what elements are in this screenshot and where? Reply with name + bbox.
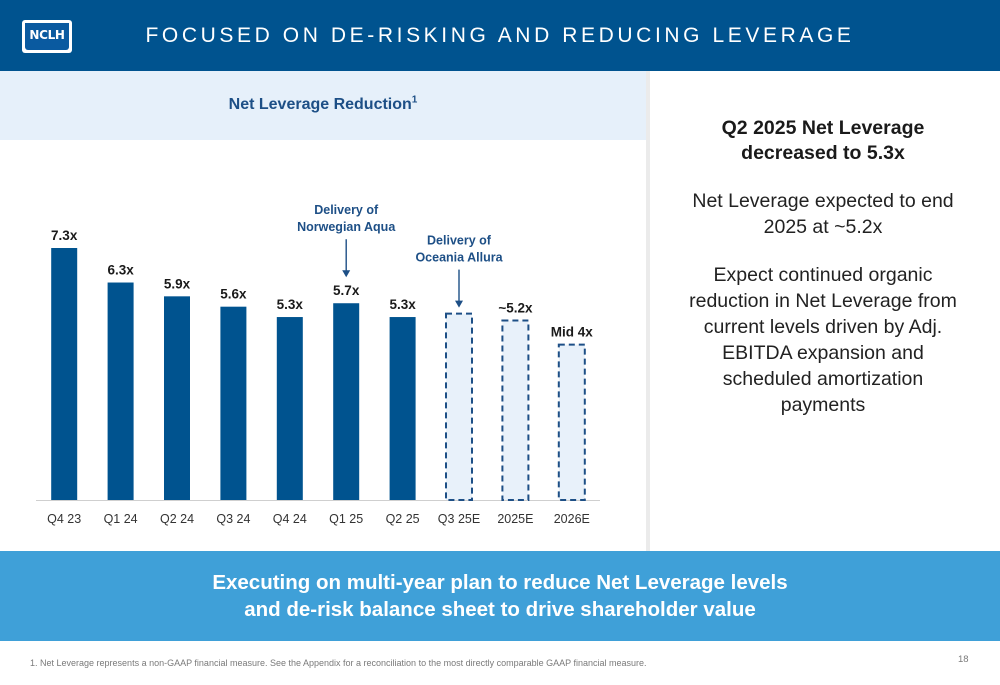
chart-title-band bbox=[0, 71, 646, 140]
x-tick-label: Q4 23 bbox=[47, 512, 81, 526]
banner-line-1: Executing on multi-year plan to reduce N… bbox=[212, 571, 788, 594]
bar-2025e bbox=[501, 319, 530, 501]
bar-2026e bbox=[557, 343, 586, 501]
logo-wave-shape bbox=[25, 47, 69, 50]
annotation-text-2: Oceania Allura bbox=[415, 251, 503, 265]
annotation-text-2: Delivery of bbox=[427, 234, 492, 248]
banner-line-2: and de-risk balance sheet to drive share… bbox=[244, 598, 756, 621]
annotation-text-1: Delivery of bbox=[314, 203, 379, 217]
bar-q3-24 bbox=[220, 306, 247, 500]
bar-q2-24 bbox=[164, 296, 190, 500]
data-label: Mid 4x bbox=[551, 325, 594, 340]
annotation-text-1: Norwegian Aqua bbox=[297, 220, 396, 234]
footnote: 1. Net Leverage represents a non-GAAP fi… bbox=[30, 658, 647, 668]
right-panel-point-2: Expect continued organic reduction in Ne… bbox=[689, 264, 957, 416]
data-label: 6.3x bbox=[107, 263, 134, 278]
data-label: 5.7x bbox=[333, 283, 360, 298]
data-label: 5.6x bbox=[220, 287, 247, 302]
annotation-arrowhead-2 bbox=[455, 300, 463, 308]
right-panel-headline: Q2 2025 Net Leverage decreased to 5.3x bbox=[721, 117, 925, 164]
bar-q1-25 bbox=[333, 303, 360, 500]
data-label: 7.3x bbox=[51, 228, 78, 243]
x-tick-label: 2026E bbox=[554, 512, 590, 526]
x-tick-label: Q3 24 bbox=[216, 512, 250, 526]
x-tick-label: Q4 24 bbox=[273, 512, 307, 526]
chart-title-footnote-marker: 1 bbox=[411, 94, 418, 106]
page-number: 18 bbox=[958, 654, 969, 665]
header-bar: NCLH FOCUSED ON DE-RISKING AND REDUCING … bbox=[0, 0, 1000, 71]
vertical-divider bbox=[646, 71, 650, 551]
takeaway-banner bbox=[0, 551, 1000, 641]
x-tick-label: Q2 25 bbox=[386, 512, 420, 526]
bar-q4-23 bbox=[51, 248, 78, 500]
net-leverage-bar-chart: 7.3x Q4 23 6.3x Q1 24 5.9x Q2 24 5.6x Q3 24 5.3x… bbox=[36, 203, 600, 526]
chart-title-text: Net Leverage Reduction bbox=[228, 96, 412, 113]
x-tick-label: Q3 25E bbox=[438, 512, 480, 526]
banner-text: Executing on multi-year plan to reduce N… bbox=[0, 569, 1000, 623]
bar-q1-24 bbox=[107, 282, 134, 500]
data-label: 5.3x bbox=[277, 297, 304, 312]
x-tick-label: Q2 24 bbox=[160, 512, 194, 526]
logo-text: NCLH bbox=[25, 23, 69, 47]
x-tick-label: Q1 25 bbox=[329, 512, 363, 526]
data-label: ~5.2x bbox=[498, 300, 533, 315]
x-tick-label: 2025E bbox=[497, 512, 533, 526]
bar-q2-25 bbox=[389, 317, 416, 500]
data-label: 5.9x bbox=[164, 276, 191, 291]
right-panel-point-1: Net Leverage expected to end 2025 at ~5.… bbox=[692, 190, 954, 238]
bar-q3-25e bbox=[445, 312, 473, 501]
bar-q4-24 bbox=[276, 317, 303, 500]
data-label: 5.3x bbox=[389, 297, 416, 312]
x-tick-label: Q1 24 bbox=[104, 512, 138, 526]
nclh-logo: NCLH bbox=[22, 20, 72, 53]
annotation-arrowhead-1 bbox=[342, 270, 351, 278]
chart-title: Net Leverage Reduction1 bbox=[0, 95, 646, 115]
page-title: FOCUSED ON DE-RISKING AND REDUCING LEVER… bbox=[145, 24, 855, 47]
